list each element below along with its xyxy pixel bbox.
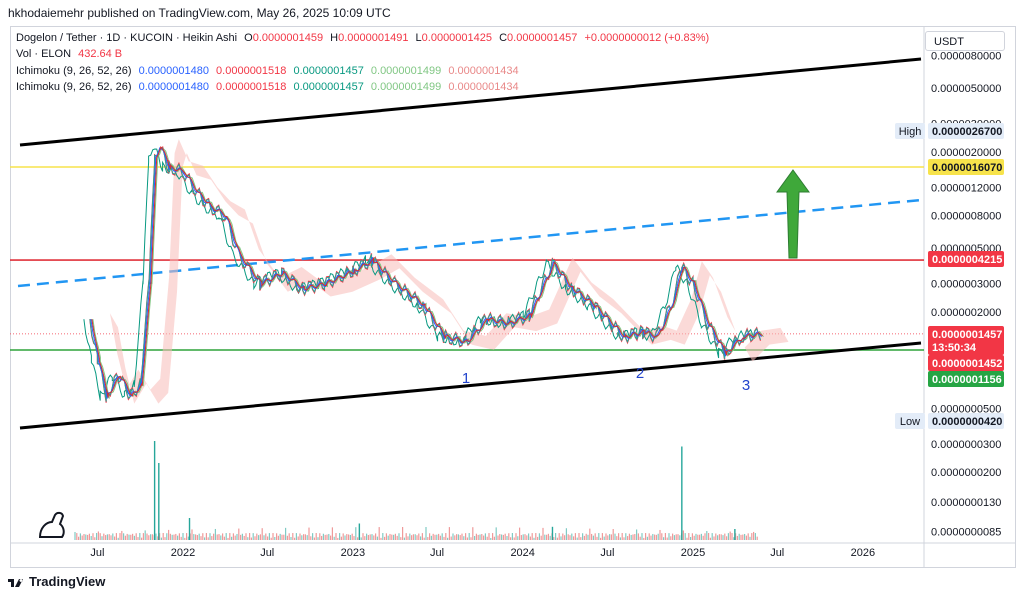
y-tick-label: 0.0000000500 [931, 403, 1001, 415]
x-tick-label: 2026 [851, 547, 875, 559]
y-tick-label: 0.0000050000 [931, 83, 1001, 95]
x-tick-label: 2023 [341, 547, 365, 559]
ichimoku-span-a: 0.0000001499 [370, 65, 442, 77]
ichimoku-kijun-line [91, 145, 763, 398]
l-value: 0.0000001425 [421, 32, 493, 44]
x-tick-label: Jul [600, 547, 614, 559]
o-value: 0.0000001459 [252, 32, 324, 44]
price-tag-bg [928, 371, 1004, 387]
legend-ichimoku-row-2[interactable]: Ichimoku (9, 26, 52, 26) 0.0000001480 0.… [16, 81, 523, 93]
ichimoku-tenkan: 0.0000001480 [138, 65, 209, 77]
ichimoku-label: Ichimoku (9, 26, 52, 26) [16, 81, 132, 93]
x-tick-label: 2024 [510, 547, 534, 559]
legend-ichimoku-row-1[interactable]: Ichimoku (9, 26, 52, 26) 0.0000001480 0.… [16, 65, 523, 77]
ichimoku-kijun: 0.0000001518 [216, 81, 287, 93]
wave-label: 1 [462, 370, 470, 387]
ichimoku-span-a: 0.0000001499 [370, 81, 442, 93]
wave-label: 2 [636, 365, 644, 382]
x-tick-label: Jul [90, 547, 104, 559]
x-tick-label: Jul [430, 547, 444, 559]
legend-symbol-row: Dogelon / Tether · 1D · KUCOIN · Heikin … [16, 32, 713, 44]
price-tag: 0.0000001457 [932, 329, 1002, 341]
wave-label: 3 [742, 377, 750, 394]
price-tag: 13:50:34 [932, 342, 977, 354]
ohlc-h: H0.0000001491 [330, 32, 408, 44]
o-label: O [244, 32, 253, 44]
publisher-line: hkhodaiemehr published on TradingView.co… [8, 6, 391, 20]
price-tag-side-label-bg [895, 123, 925, 139]
price-tag: 0.0000001452 [932, 358, 1002, 370]
price-tag-bg [928, 339, 1004, 355]
price-tag-bg [928, 326, 1004, 342]
price-tag-bg [928, 413, 1004, 429]
ichimoku-span-b: 0.0000001434 [448, 65, 519, 77]
price-tag-bg [928, 123, 1004, 139]
y-tick-label: 0.0000000085 [931, 526, 1001, 538]
tradingview-brand-text: TradingView [29, 574, 106, 589]
price-tag-side-label-bg [895, 413, 925, 429]
price-tag-bg [928, 159, 1004, 175]
ichimoku-span-b: 0.0000001434 [448, 81, 519, 93]
y-tick-label: 0.0000000200 [931, 467, 1001, 479]
tradingview-logo-icon [8, 578, 23, 587]
price-tag-bg [928, 355, 1004, 371]
ohlc-c: C0.0000001457 [499, 32, 577, 44]
lower-channel-trendline [19, 341, 922, 430]
ichimoku-chikou: 0.0000001457 [293, 81, 364, 93]
price-tag-side-label: Low [900, 416, 920, 428]
l-label: L [415, 32, 422, 44]
legend-volume-row[interactable]: Vol · ELON 432.64 B [16, 48, 126, 60]
ichimoku-tenkan: 0.0000001480 [138, 81, 209, 93]
ohlc-o: O0.0000001459 [244, 32, 323, 44]
dino-logo-icon [38, 511, 65, 538]
symbol-label[interactable]: Dogelon / Tether · 1D · KUCOIN · Heikin … [16, 32, 238, 44]
y-tick-label: 0.0000000300 [931, 439, 1001, 451]
c-value: 0.0000001457 [507, 32, 578, 44]
chart-frame[interactable] [10, 26, 1016, 568]
ichimoku-label: Ichimoku (9, 26, 52, 26) [16, 65, 132, 77]
y-tick-label: 0.0000000130 [931, 497, 1001, 509]
y-tick-label: 0.0000080000 [931, 50, 1001, 62]
price-tag-bg [928, 251, 1004, 267]
price-tag: 0.0000004215 [932, 254, 1002, 266]
volume-value: 432.64 B [78, 48, 123, 60]
c-label: C [499, 32, 508, 44]
price-tag-side-label: High [899, 126, 922, 138]
heikin-ashi-candles-up [89, 147, 761, 402]
upper-channel-trendline [19, 57, 922, 147]
currency-button[interactable]: USDT [925, 31, 1005, 51]
up-arrow-icon [776, 169, 810, 259]
x-tick-label: 2025 [681, 547, 705, 559]
y-tick-label: 0.0000002000 [931, 307, 1001, 319]
price-tag: 0.0000016070 [932, 162, 1002, 174]
volume-label: Vol · ELON [16, 48, 72, 60]
y-tick-label: 0.0000012000 [931, 182, 1001, 194]
y-tick-label: 0.0000008000 [931, 210, 1001, 222]
x-tick-label: Jul [770, 547, 784, 559]
ichimoku-chikou: 0.0000001457 [293, 65, 364, 77]
h-value: 0.0000001491 [338, 32, 409, 44]
heikin-ashi-candles-down [89, 145, 762, 403]
price-tag: 0.0000000420 [932, 416, 1002, 428]
ohlc-l: L0.0000001425 [416, 32, 492, 44]
ichimoku-chikou-line [83, 148, 755, 401]
x-tick-label: Jul [260, 547, 274, 559]
y-tick-label: 0.0000003000 [931, 279, 1001, 291]
h-label: H [330, 32, 339, 44]
price-tag: 0.0000026700 [932, 126, 1002, 138]
y-tick-label: 0.0000020000 [931, 147, 1001, 159]
price-tag: 0.0000001156 [932, 374, 1002, 386]
tradingview-logo[interactable]: TradingView [8, 574, 105, 589]
ohlc-change: +0.0000000012 (+0.83%) [584, 32, 710, 44]
x-tick-label: 2022 [171, 547, 195, 559]
ichimoku-kijun: 0.0000001518 [216, 65, 287, 77]
